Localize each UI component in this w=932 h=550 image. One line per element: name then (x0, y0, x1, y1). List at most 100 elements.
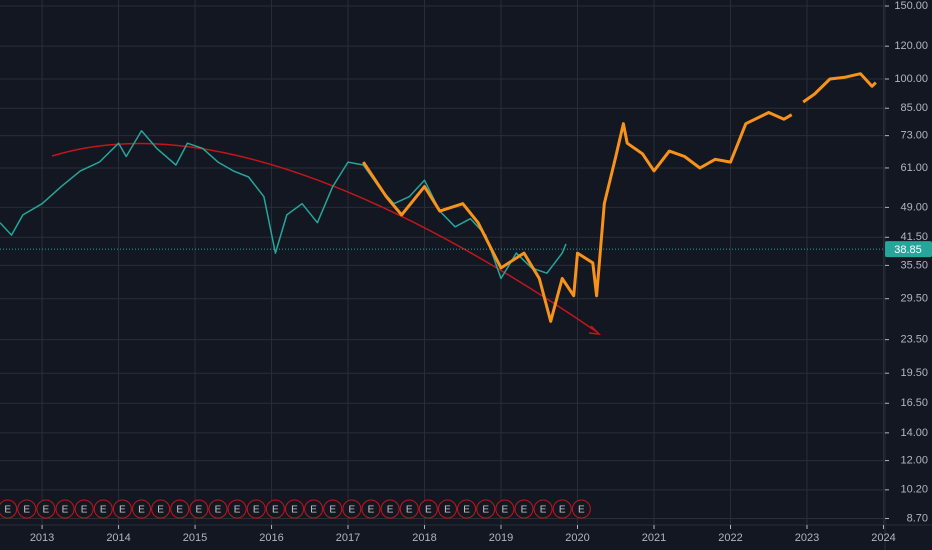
earnings-label: E (521, 505, 528, 516)
earnings-marker (0, 499, 18, 519)
y-tick-label: 150.00 (894, 0, 928, 12)
earnings-label: E (349, 505, 356, 516)
earnings-label: E (138, 505, 145, 516)
earnings-marker (17, 499, 37, 519)
earnings-marker (246, 499, 266, 519)
earnings-label: E (4, 505, 11, 516)
x-tick-label: 2017 (336, 532, 360, 544)
y-tick-label: 85.00 (900, 102, 928, 114)
earnings-marker (55, 499, 75, 519)
x-tick-label: 2024 (871, 532, 895, 544)
earnings-marker (399, 499, 419, 519)
earnings-label: E (482, 505, 489, 516)
earnings-marker (93, 499, 113, 519)
last-price-label: 38.85 (894, 244, 922, 256)
earnings-marker (380, 499, 400, 519)
y-tick-label: 23.50 (900, 334, 928, 346)
x-tick-label: 2015 (183, 532, 207, 544)
earnings-label: E (253, 505, 260, 516)
earnings-marker (361, 499, 381, 519)
trend-arc (51, 142, 598, 333)
earnings-label: E (215, 505, 222, 516)
earnings-marker (132, 499, 152, 519)
earnings-label: E (578, 505, 585, 516)
earnings-marker (227, 499, 247, 519)
y-tick-label: 100.00 (894, 73, 928, 85)
y-tick-label: 8.70 (907, 512, 928, 524)
price-line (362, 72, 877, 323)
earnings-label: E (406, 505, 413, 516)
earnings-marker (418, 499, 438, 519)
earnings-marker (571, 499, 591, 519)
earnings-label: E (100, 505, 107, 516)
y-tick-label: 61.00 (900, 162, 928, 174)
y-tick-label: 29.50 (900, 293, 928, 305)
x-tick-label: 2013 (30, 532, 54, 544)
earnings-marker (514, 499, 534, 519)
x-tick-label: 2016 (259, 532, 283, 544)
earnings-marker (36, 499, 56, 519)
earnings-marker (533, 499, 553, 519)
earnings-marker (304, 499, 324, 519)
earnings-label: E (157, 505, 164, 516)
earnings-label: E (62, 505, 69, 516)
earnings-marker (342, 499, 362, 519)
earnings-label: E (119, 505, 126, 516)
earnings-marker (112, 499, 132, 519)
earnings-label: E (176, 505, 183, 516)
earnings-label: E (425, 505, 432, 516)
earnings-label: E (234, 505, 241, 516)
earnings-marker (457, 499, 477, 519)
earnings-marker (284, 499, 304, 519)
x-tick-label: 2020 (565, 532, 589, 544)
trend-arrow (588, 325, 602, 335)
x-tick-label: 2022 (718, 532, 742, 544)
earnings-label: E (272, 505, 279, 516)
axes: 150.00 120.00 100.00 85.00 73.00 61.00 49.00 41… (30, 0, 932, 544)
earnings-marker (323, 499, 343, 519)
x-tick-label: 2021 (642, 532, 666, 544)
earnings-label: E (559, 505, 566, 516)
earnings-label: E (463, 505, 470, 516)
earnings-label: E (502, 505, 509, 516)
earnings-marker (476, 499, 496, 519)
x-tick-label: 2014 (106, 532, 130, 544)
y-tick-label: 73.00 (900, 130, 928, 142)
earnings-marker (552, 499, 572, 519)
earnings-marker (170, 499, 190, 519)
y-tick-label: 49.00 (900, 201, 928, 213)
earnings-marker (437, 499, 457, 519)
last-price-badge (885, 241, 932, 258)
earnings-marker (265, 499, 285, 519)
earnings-marker (151, 499, 171, 519)
earnings-label: E (310, 505, 317, 516)
earnings-label: E (368, 505, 375, 516)
x-tick-label: 2018 (412, 532, 436, 544)
earnings-label: E (540, 505, 547, 516)
earnings-marker (189, 499, 209, 519)
y-tick-label: 35.50 (900, 259, 928, 271)
earnings-label: E (444, 505, 451, 516)
earnings-label: E (81, 505, 88, 516)
y-tick-label: 19.50 (900, 367, 928, 379)
earnings-marker (495, 499, 515, 519)
x-tick-label: 2019 (489, 532, 513, 544)
y-tick-label: 120.00 (894, 40, 928, 52)
earnings-label: E (329, 505, 336, 516)
x-tick-label: 2023 (795, 532, 819, 544)
y-tick-label: 10.20 (900, 484, 928, 496)
earnings-label: E (291, 505, 298, 516)
earnings-label: E (43, 505, 50, 516)
earnings-marker (208, 499, 228, 519)
y-tick-label: 12.00 (900, 454, 928, 466)
y-tick-label: 14.00 (900, 427, 928, 439)
y-tick-label: 41.50 (900, 231, 928, 243)
earnings-label: E (23, 505, 30, 516)
earnings-label: E (196, 505, 203, 516)
earnings-label: E (387, 505, 394, 516)
earnings-marker (74, 499, 94, 519)
y-tick-label: 16.50 (900, 397, 928, 409)
